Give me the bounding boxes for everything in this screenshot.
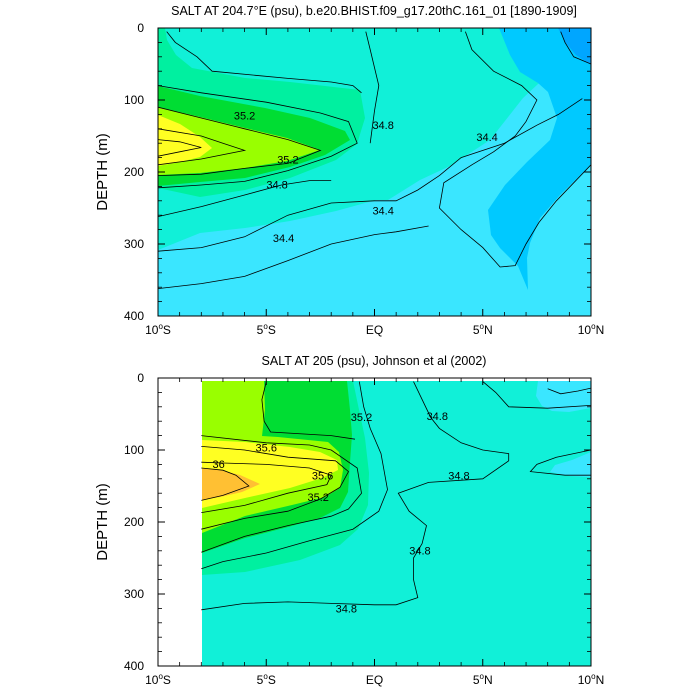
region-salt-below-34.0 <box>558 28 591 65</box>
contour-line <box>201 381 510 611</box>
panel-title: SALT AT 205 (psu), Johnson et al (2002) <box>262 354 487 368</box>
x-tick-label: 10oS <box>145 672 171 687</box>
x-tick-label: EQ <box>366 673 383 687</box>
contour-line <box>261 381 356 440</box>
y-tick-label: 0 <box>137 371 144 385</box>
contour-fill <box>158 28 591 316</box>
contour-label: 34.8 <box>336 604 357 616</box>
x-tick-label: 5oS <box>257 672 276 687</box>
contour-line <box>158 128 247 166</box>
contour-lines <box>201 381 591 611</box>
contour-line <box>158 180 332 217</box>
contour-line <box>158 85 358 189</box>
x-tick-label: 10oS <box>145 322 171 337</box>
contour-lines <box>158 31 591 289</box>
contour-labels: 35.6 36 35.6 35.2 35.2 34.8 34.8 34.8 34.8 <box>212 411 469 616</box>
contour-line <box>547 387 591 395</box>
contour-line <box>158 139 202 157</box>
panel-observed: SALT AT 205 (psu), Johnson et al (2002) … <box>94 354 604 687</box>
y-axis-label: DEPTH (m) <box>94 483 111 561</box>
contour-line <box>201 461 332 513</box>
region-salt-34.4-34.8 <box>536 381 591 412</box>
contour-label: 36 <box>212 459 224 471</box>
contour-line <box>201 381 388 570</box>
region-salt-35.4 <box>158 107 320 175</box>
y-tick-label: 100 <box>124 93 144 107</box>
contour-fill <box>202 381 591 666</box>
contour-line <box>158 106 322 176</box>
x-tick-label: 5oN <box>473 322 493 337</box>
contour-label: 35.2 <box>234 110 255 122</box>
contour-line <box>482 381 591 409</box>
contour-label: 34.8 <box>427 411 448 423</box>
y-tick-label: 200 <box>124 165 144 179</box>
contour-line <box>201 467 250 501</box>
contour-label: 34.4 <box>273 233 294 245</box>
region-salt-34.0 <box>488 28 591 290</box>
x-tick-label: 10oN <box>578 672 604 687</box>
y-tick-label: 0 <box>137 21 144 35</box>
panel-title: SALT AT 204.7°E (psu), b.e20.BHIST.f09_g… <box>171 4 577 18</box>
contour-line <box>365 31 380 144</box>
contour-label: 34.4 <box>372 205 393 217</box>
y-tick-label: 400 <box>124 309 144 323</box>
contour-label: 35.6 <box>256 442 277 454</box>
contour-line <box>158 225 429 289</box>
contour-line <box>438 31 591 268</box>
contour-label: 35.2 <box>351 412 372 424</box>
contour-label: 34.8 <box>409 545 430 557</box>
x-tick-label: EQ <box>366 323 383 337</box>
contour-label: 34.8 <box>266 180 287 192</box>
region-salt-34.4-34.8-b <box>550 452 591 477</box>
y-tick-label: 300 <box>124 587 144 601</box>
contour-label: 34.8 <box>448 471 469 483</box>
region-salt-36.0 <box>202 468 260 500</box>
contour-label: 34.8 <box>372 120 393 132</box>
axis-ticks: 10oS 5oS EQ 5oN 10oN 0 100 200 300 400 <box>124 21 604 337</box>
contour-labels: 35.2 35.2 34.8 34.8 34.4 34.4 34.4 <box>234 110 498 244</box>
contour-line <box>201 446 350 530</box>
contour-label: 35.2 <box>277 154 298 166</box>
y-tick-label: 200 <box>124 515 144 529</box>
x-tick-label: 5oS <box>257 322 276 337</box>
contour-label: 34.4 <box>476 132 497 144</box>
contour-line <box>158 98 583 252</box>
y-tick-label: 400 <box>124 659 144 673</box>
contour-line <box>166 31 362 94</box>
x-tick-label: 5oN <box>473 672 493 687</box>
contour-label: 35.6 <box>312 471 333 483</box>
y-tick-label: 100 <box>124 443 144 457</box>
contour-label: 35.2 <box>307 492 328 504</box>
axis-ticks: 10oS 5oS EQ 5oN 10oN 0 100 200 300 400 <box>124 371 604 687</box>
x-tick-label: 10oN <box>578 322 604 337</box>
contour-line <box>560 31 591 65</box>
panel-model: SALT AT 204.7°E (psu), b.e20.BHIST.f09_g… <box>94 4 604 337</box>
contour-line <box>529 449 591 476</box>
contour-line <box>201 435 362 553</box>
y-tick-label: 300 <box>124 237 144 251</box>
y-axis-label: DEPTH (m) <box>94 133 111 211</box>
